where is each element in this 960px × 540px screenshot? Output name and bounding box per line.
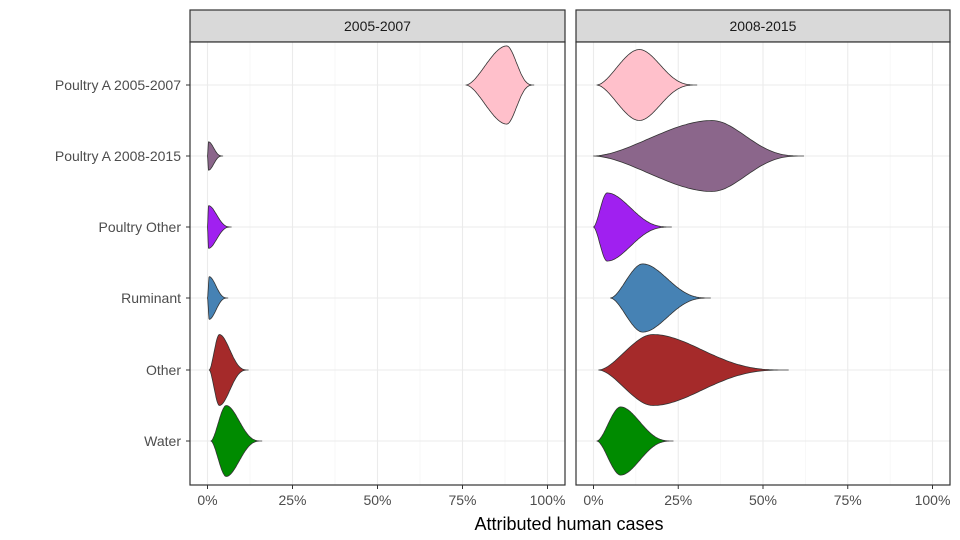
violin-other xyxy=(598,334,789,406)
violin-water xyxy=(596,406,674,476)
x-tick-label: 0% xyxy=(583,492,603,508)
facet-strip xyxy=(575,9,951,43)
y-tick-label: Ruminant xyxy=(121,290,181,306)
violin-poultry-a-2008-2015 xyxy=(593,120,805,192)
x-tick-label: 100% xyxy=(530,492,566,508)
violin-water xyxy=(210,405,263,477)
facet-panel: 2008-2015 0% 25% 50% 75% 100% xyxy=(575,9,951,508)
facet-panel: 2005-2007 0% 25% 50% 75% 100% xyxy=(189,9,566,508)
y-tick-label: Poultry Other xyxy=(99,219,182,235)
x-tick-label: 75% xyxy=(834,492,862,508)
violin-poultry-other xyxy=(593,192,672,262)
facet-strip-label: 2008-2015 xyxy=(730,18,797,34)
x-tick-label: 25% xyxy=(664,492,692,508)
violin-poultry-other xyxy=(207,205,232,249)
violin-ruminant xyxy=(207,276,229,320)
violin-ruminant xyxy=(610,263,711,333)
violin-other xyxy=(208,334,249,406)
y-tick-label: Other xyxy=(146,362,181,378)
facet-panels: 2005-2007 0% 25% 50% 75% 100% 2008-2015 0% 25% 50… xyxy=(189,9,951,508)
violin-poultry-a-2005-2007 xyxy=(465,45,535,125)
x-tick-label: 50% xyxy=(749,492,777,508)
x-tick-label: 75% xyxy=(448,492,476,508)
x-axis-title: Attributed human cases xyxy=(474,514,663,534)
x-tick-label: 0% xyxy=(197,492,217,508)
y-tick-label: Poultry A 2008-2015 xyxy=(55,148,181,164)
x-tick-label: 25% xyxy=(278,492,306,508)
x-tick-label: 100% xyxy=(915,492,951,508)
y-tick-label: Water xyxy=(144,433,181,449)
facet-strip-label: 2005-2007 xyxy=(344,18,411,34)
x-tick-label: 50% xyxy=(363,492,391,508)
violin-poultry-a-2008-2015 xyxy=(207,141,224,171)
y-axis-labels: Poultry A 2005-2007 Poultry A 2008-2015 Po… xyxy=(55,77,190,449)
violin-poultry-a-2005-2007 xyxy=(596,49,698,121)
y-tick-label: Poultry A 2005-2007 xyxy=(55,77,181,93)
